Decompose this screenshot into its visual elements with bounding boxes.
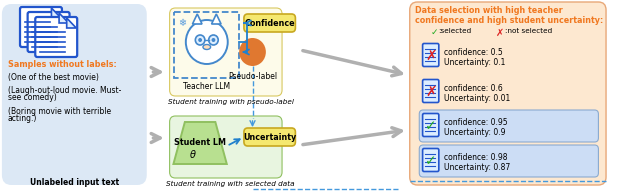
Text: :selected: :selected (438, 28, 472, 34)
Text: ✓: ✓ (425, 119, 436, 133)
Text: see comedy): see comedy) (8, 93, 56, 102)
Polygon shape (59, 13, 68, 23)
Text: θ: θ (189, 150, 195, 160)
FancyBboxPatch shape (35, 17, 77, 57)
Text: Teacher LLM: Teacher LLM (183, 82, 230, 91)
Text: ✗: ✗ (425, 49, 436, 63)
Text: confidence: 0.6: confidence: 0.6 (444, 84, 503, 93)
Text: (One of the best movie): (One of the best movie) (8, 73, 99, 82)
FancyBboxPatch shape (422, 148, 439, 172)
Text: confidence: 0.95: confidence: 0.95 (444, 118, 508, 127)
FancyBboxPatch shape (170, 8, 282, 96)
Text: Unlabeled input text: Unlabeled input text (30, 178, 119, 187)
Text: Uncertainty: 0.9: Uncertainty: 0.9 (444, 128, 506, 137)
FancyBboxPatch shape (170, 116, 282, 178)
Text: Uncertainty: 0.1: Uncertainty: 0.1 (444, 58, 506, 67)
Circle shape (195, 35, 205, 45)
Text: (Boring movie with terrible: (Boring movie with terrible (8, 107, 111, 116)
Circle shape (209, 35, 218, 45)
FancyBboxPatch shape (422, 43, 439, 67)
Circle shape (212, 38, 215, 42)
Polygon shape (51, 8, 61, 18)
Text: confidence: 0.98: confidence: 0.98 (444, 153, 508, 162)
Polygon shape (173, 122, 227, 164)
Polygon shape (193, 14, 202, 24)
Polygon shape (67, 18, 76, 28)
Circle shape (186, 20, 228, 64)
Text: (Laugh-out-loud movie. Must-: (Laugh-out-loud movie. Must- (8, 86, 121, 95)
Text: Uncertainty: Uncertainty (243, 133, 296, 141)
FancyBboxPatch shape (244, 128, 296, 146)
Text: ❄: ❄ (178, 18, 186, 28)
Text: Pseudo-label: Pseudo-label (228, 72, 277, 81)
FancyBboxPatch shape (28, 12, 70, 52)
Text: Student training with pseudo-label: Student training with pseudo-label (168, 99, 294, 105)
Text: acting.): acting.) (8, 114, 37, 123)
FancyBboxPatch shape (244, 14, 296, 32)
Text: Confidence: Confidence (244, 19, 295, 27)
Bar (174, 12, 239, 78)
Circle shape (198, 38, 202, 42)
Text: Student LM: Student LM (174, 138, 226, 147)
FancyBboxPatch shape (419, 145, 598, 177)
Text: confidence and high student uncertainty:: confidence and high student uncertainty: (415, 16, 604, 25)
Text: confidence: 0.5: confidence: 0.5 (444, 48, 503, 57)
Text: Uncertainty: 0.01: Uncertainty: 0.01 (444, 94, 510, 103)
FancyBboxPatch shape (422, 113, 439, 136)
FancyBboxPatch shape (20, 7, 62, 47)
Ellipse shape (203, 45, 211, 49)
Text: ✗: ✗ (495, 28, 504, 38)
Text: :not selected: :not selected (505, 28, 552, 34)
Polygon shape (212, 14, 221, 24)
Text: Samples without labels:: Samples without labels: (8, 60, 116, 69)
Text: Uncertainty: 0.87: Uncertainty: 0.87 (444, 163, 510, 172)
Text: ✗: ✗ (425, 85, 436, 99)
FancyBboxPatch shape (422, 80, 439, 102)
Text: Student training with selected data: Student training with selected data (166, 181, 295, 187)
FancyBboxPatch shape (2, 4, 147, 185)
FancyBboxPatch shape (419, 110, 598, 142)
Text: ✓: ✓ (431, 28, 438, 37)
Text: ✓: ✓ (425, 154, 436, 168)
Circle shape (239, 38, 266, 66)
FancyBboxPatch shape (410, 2, 606, 185)
Text: Data selection with high teacher: Data selection with high teacher (415, 6, 563, 15)
